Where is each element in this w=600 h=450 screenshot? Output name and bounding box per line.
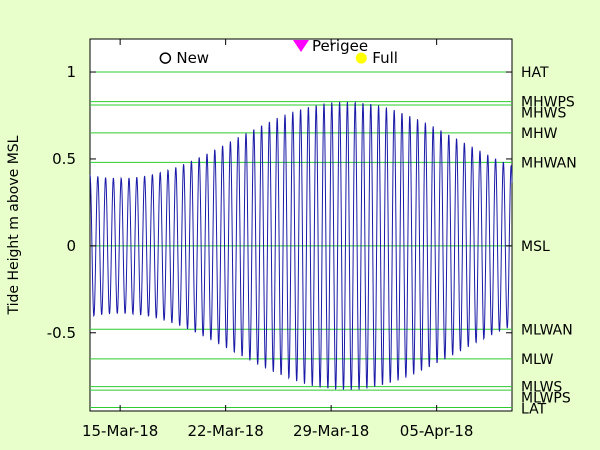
marker-label: Perigee [312,37,368,55]
reference-label: MHWS [521,106,566,122]
reference-label: MLWPS [521,391,571,407]
reference-label: MLWAN [521,322,573,338]
perigee-marker [293,39,309,52]
y-axis-label: Tide Height m above MSL [6,135,22,315]
x-tick-label: 05-Apr-18 [400,422,474,440]
marker-label: New [176,49,209,67]
series-line [89,101,513,391]
reference-label: MLW [521,352,554,368]
x-tick-label: 15-Mar-18 [82,422,158,440]
y-tick-label: 0 [66,237,76,255]
reference-label: MHWAN [521,155,577,171]
x-tick-label: 22-Mar-18 [187,422,263,440]
x-tick-label: 29-Mar-18 [293,422,369,440]
tide-series [89,101,513,391]
reference-label: MHWPS [521,95,575,111]
x-axis: 15-Mar-18 22-Mar-18 29-Mar-18 05-Apr-18 [82,39,474,440]
plot-area [89,38,513,412]
reference-label: MHW [521,126,558,142]
reference-label: LAT [521,402,547,418]
new-moon-marker [159,52,172,64]
full-moon-marker [355,52,367,64]
y-axis: 1 0.5 0 -0.5 [47,63,512,342]
y-tick-label: 0.5 [52,150,76,168]
y-tick-label: -0.5 [47,324,76,342]
marker-label: Full [372,49,398,67]
reference-label: MSL [521,239,550,255]
reference-label: MLWS [521,380,562,396]
reference-label: HAT [521,65,549,81]
y-tick-label: 1 [66,63,76,81]
